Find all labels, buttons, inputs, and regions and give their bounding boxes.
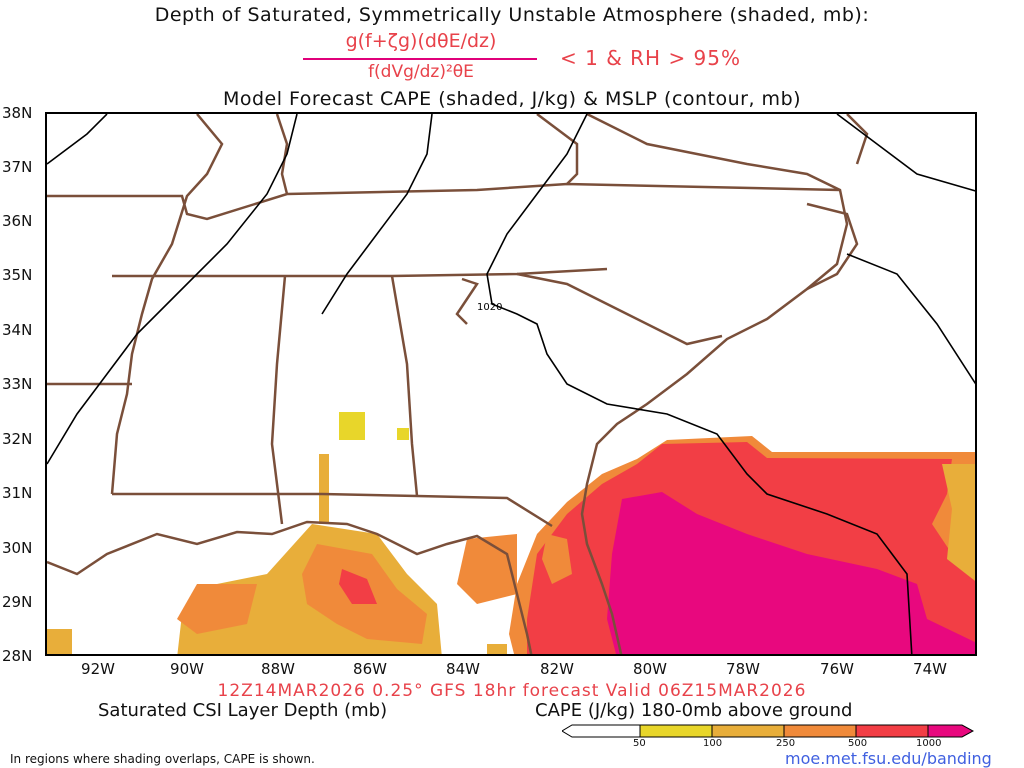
lon-label-86: 86W bbox=[353, 660, 387, 678]
mslp-contours bbox=[47, 114, 975, 654]
cape-colorbar bbox=[562, 724, 974, 738]
lon-label-80: 80W bbox=[633, 660, 667, 678]
source-url[interactable]: moe.met.fsu.edu/banding bbox=[785, 749, 992, 768]
title-line-1: Depth of Saturated, Symmetrically Unstab… bbox=[154, 4, 870, 26]
colorbar-tick-100: 100 bbox=[703, 738, 723, 749]
overlap-note: In regions where shading overlaps, CAPE … bbox=[10, 752, 315, 766]
lon-label-88: 88W bbox=[261, 660, 295, 678]
lon-label-74: 74W bbox=[913, 660, 947, 678]
lon-label-92: 92W bbox=[81, 660, 115, 678]
lat-label-32: 32N bbox=[2, 430, 33, 448]
colorbar-tick-250: 250 bbox=[776, 738, 796, 749]
lat-label-30: 30N bbox=[2, 539, 33, 557]
lat-label-37: 37N bbox=[2, 158, 33, 176]
colorbar-tick-500: 500 bbox=[848, 738, 868, 749]
lat-label-31: 31N bbox=[2, 484, 33, 502]
colorbar-tick-50: 50 bbox=[633, 738, 646, 749]
lat-label-28: 28N bbox=[2, 647, 33, 665]
lat-label-33: 33N bbox=[2, 375, 33, 393]
lon-label-84: 84W bbox=[446, 660, 480, 678]
lat-label-38: 38N bbox=[2, 104, 33, 122]
title-line-3: Model Forecast CAPE (shaded, J/kg) & MSL… bbox=[222, 88, 802, 110]
lat-label-35: 35N bbox=[2, 266, 33, 284]
isobar-label: 1020 bbox=[477, 302, 502, 313]
cape-shading bbox=[457, 436, 975, 654]
formula-numerator: g(f+ζg)(dθE/dz) bbox=[345, 30, 497, 52]
lat-label-29: 29N bbox=[2, 593, 33, 611]
formula-fraction-bar bbox=[303, 58, 537, 60]
formula-denominator: f(dVg/dz)²θE bbox=[368, 62, 474, 82]
lon-label-82: 82W bbox=[540, 660, 574, 678]
colorbar-tick-1000: 1000 bbox=[916, 738, 942, 749]
lat-label-36: 36N bbox=[2, 212, 33, 230]
cape-shading-gulf bbox=[47, 412, 507, 654]
lon-label-90: 90W bbox=[170, 660, 204, 678]
lon-label-78: 78W bbox=[726, 660, 760, 678]
lon-label-76: 76W bbox=[820, 660, 854, 678]
formula-condition: < 1 & RH > 95% bbox=[560, 46, 742, 70]
valid-time-line: 12Z14MAR2026 0.25° GFS 18hr forecast Val… bbox=[217, 681, 807, 701]
lat-label-34: 34N bbox=[2, 321, 33, 339]
csi-legend-label: Saturated CSI Layer Depth (mb) bbox=[98, 700, 388, 721]
cape-legend-label: CAPE (J/kg) 180-0mb above ground bbox=[535, 700, 853, 721]
state-borders bbox=[47, 114, 869, 654]
map-canvas: 1020 bbox=[47, 114, 975, 654]
map-panel: 1020 bbox=[45, 112, 977, 656]
